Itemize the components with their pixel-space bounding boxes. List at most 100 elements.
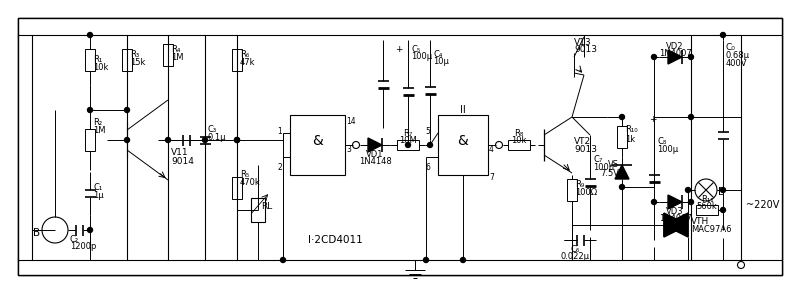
Text: VD1: VD1 [366, 150, 384, 159]
Text: R₁₁: R₁₁ [701, 195, 714, 204]
Text: B: B [34, 228, 41, 238]
Text: &: & [458, 134, 468, 148]
Text: 10M: 10M [398, 136, 416, 145]
Text: R₇: R₇ [403, 129, 412, 138]
Circle shape [721, 207, 726, 212]
Circle shape [202, 137, 207, 142]
Text: 10k: 10k [511, 136, 526, 145]
Text: 6: 6 [425, 163, 430, 172]
Text: 7.5V: 7.5V [600, 169, 619, 178]
Text: 9013: 9013 [574, 45, 597, 54]
Circle shape [689, 54, 694, 59]
Bar [508, 140, 530, 150]
Text: +: + [395, 45, 403, 54]
Text: C₅: C₅ [411, 45, 420, 54]
Text: 0.68μ: 0.68μ [726, 51, 750, 60]
Text: VD2: VD2 [666, 42, 684, 51]
Text: C₆: C₆ [570, 245, 580, 254]
Text: ~220V: ~220V [746, 200, 779, 210]
Text: C₂: C₂ [70, 235, 79, 244]
Text: 2: 2 [278, 163, 282, 172]
Text: 100μ: 100μ [657, 145, 678, 154]
Circle shape [619, 185, 625, 190]
Bar [438, 115, 488, 175]
Polygon shape [615, 165, 629, 179]
Polygon shape [668, 50, 682, 64]
Circle shape [689, 200, 694, 205]
Bar [696, 205, 718, 215]
Circle shape [166, 137, 170, 142]
Text: C₁: C₁ [93, 183, 102, 192]
Circle shape [423, 258, 429, 263]
Text: VTH: VTH [691, 217, 710, 226]
Circle shape [87, 33, 93, 38]
Text: 0.022μ: 0.022μ [561, 252, 590, 261]
Polygon shape [368, 138, 382, 152]
Circle shape [125, 108, 130, 113]
Circle shape [125, 137, 130, 142]
Polygon shape [664, 213, 688, 237]
Text: R₉: R₉ [575, 180, 584, 189]
Circle shape [651, 54, 657, 59]
Text: C₄: C₄ [433, 50, 442, 59]
Circle shape [651, 200, 657, 205]
Bar [85, 129, 95, 151]
Bar [18, 18, 782, 275]
Bar [251, 198, 265, 222]
Text: MAC97A6: MAC97A6 [691, 225, 731, 234]
Text: R₁: R₁ [93, 55, 102, 64]
Text: 1N4148: 1N4148 [358, 157, 391, 166]
Circle shape [619, 115, 625, 120]
Text: 7: 7 [489, 173, 494, 182]
Circle shape [721, 33, 726, 38]
Text: R₂: R₂ [93, 118, 102, 127]
Text: &: & [312, 134, 323, 148]
Text: C₀: C₀ [726, 43, 736, 52]
Text: R₆: R₆ [240, 50, 250, 59]
Circle shape [461, 258, 466, 263]
Text: 470k: 470k [240, 178, 261, 187]
Circle shape [87, 108, 93, 113]
Text: 1μ: 1μ [93, 191, 104, 200]
Text: 1k: 1k [625, 135, 635, 144]
Text: 100Ω: 100Ω [575, 188, 597, 197]
Text: 47k: 47k [240, 58, 255, 67]
Text: R₈: R₈ [514, 129, 524, 138]
Bar [85, 49, 95, 71]
Text: 10k: 10k [93, 63, 108, 72]
Text: 4: 4 [489, 145, 494, 154]
Circle shape [406, 142, 410, 147]
Circle shape [87, 227, 93, 233]
Bar [397, 140, 418, 150]
Bar [617, 126, 627, 148]
Text: 14: 14 [346, 117, 356, 126]
Bar [290, 115, 345, 175]
Text: 9014: 9014 [171, 157, 194, 166]
Text: 1200p: 1200p [70, 242, 96, 251]
Text: 100μ: 100μ [411, 52, 432, 61]
Polygon shape [668, 195, 682, 209]
Text: R₁₀: R₁₀ [625, 125, 638, 134]
Text: 0.1μ: 0.1μ [208, 133, 226, 142]
Text: 400V: 400V [726, 59, 747, 68]
Polygon shape [664, 213, 688, 237]
Text: II: II [460, 105, 466, 115]
Text: RL: RL [261, 202, 272, 211]
Text: 1M: 1M [171, 53, 183, 62]
Bar [232, 49, 242, 71]
Text: +: + [649, 115, 657, 124]
Bar [122, 49, 132, 71]
Text: VD3: VD3 [666, 207, 684, 216]
Text: 1: 1 [278, 127, 282, 136]
Text: 1N4007: 1N4007 [658, 49, 691, 58]
Text: 5: 5 [425, 127, 430, 136]
Text: R₄: R₄ [171, 45, 180, 54]
Circle shape [689, 115, 694, 120]
Text: E: E [718, 187, 725, 197]
Text: C₇: C₇ [593, 155, 602, 164]
Text: V13: V13 [574, 38, 592, 47]
Bar [18, 18, 782, 275]
Bar [567, 179, 577, 201]
Text: 100μ: 100μ [593, 163, 614, 172]
Circle shape [234, 137, 239, 142]
